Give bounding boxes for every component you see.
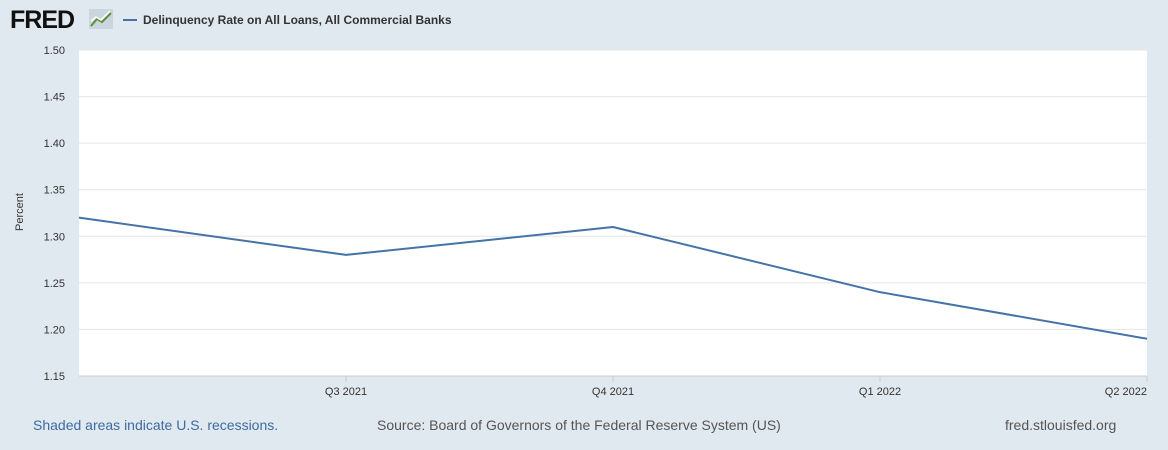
- recessions-note-link[interactable]: Shaded areas indicate U.S. recessions.: [33, 417, 279, 433]
- y-tick-label: 1.35: [44, 185, 65, 197]
- y-tick-label: 1.25: [44, 278, 65, 290]
- x-tick-label: Q3 2021: [325, 386, 367, 398]
- plot-area: [79, 50, 1147, 376]
- y-tick-label: 1.40: [44, 138, 65, 150]
- x-axis-tick-labels: Q3 2021 Q4 2021 Q1 2022 Q2 2022: [325, 386, 1147, 398]
- y-tick-label: 1.50: [44, 45, 65, 57]
- data-point[interactable]: [877, 289, 883, 295]
- site-link[interactable]: fred.stlouisfed.org: [1005, 417, 1117, 433]
- data-point[interactable]: [610, 224, 616, 230]
- data-point[interactable]: [76, 215, 82, 221]
- x-tick-label: Q4 2021: [592, 386, 634, 398]
- y-axis-title: Percent: [14, 193, 26, 231]
- source-note: Source: Board of Governors of the Federa…: [377, 417, 781, 433]
- series-line-0[interactable]: [78, 216, 1148, 340]
- x-tick-label: Q1 2022: [859, 386, 901, 398]
- y-axis-tick-labels: 1.15 1.20 1.25 1.30 1.35 1.40 1.45 1.50: [44, 45, 65, 383]
- chart-legend[interactable]: Delinquency Rate on All Loans, All Comme…: [123, 12, 452, 28]
- x-axis-ticks: [345, 376, 1148, 382]
- fred-logo[interactable]: FRED: [10, 6, 75, 34]
- gridlines: [79, 49, 1147, 377]
- data-point[interactable]: [343, 252, 349, 258]
- series-layer: [76, 215, 1150, 342]
- legend-swatch: [123, 19, 137, 21]
- line-chart: 1.15 1.20 1.25 1.30 1.35 1.40 1.45 1.50 Q3 2021…: [14, 45, 1150, 398]
- legend-label: Delinquency Rate on All Loans, All Comme…: [143, 13, 452, 27]
- y-tick-label: 1.30: [44, 231, 65, 243]
- y-tick-label: 1.45: [44, 92, 65, 104]
- y-tick-label: 1.15: [44, 371, 65, 383]
- trend-graph-icon: [89, 9, 113, 29]
- chart-header: FRED Delinquency Rate on All Loans, All …: [0, 0, 1168, 40]
- y-tick-label: 1.20: [44, 324, 65, 336]
- data-point[interactable]: [1144, 336, 1150, 342]
- x-tick-label: Q2 2022: [1105, 386, 1147, 398]
